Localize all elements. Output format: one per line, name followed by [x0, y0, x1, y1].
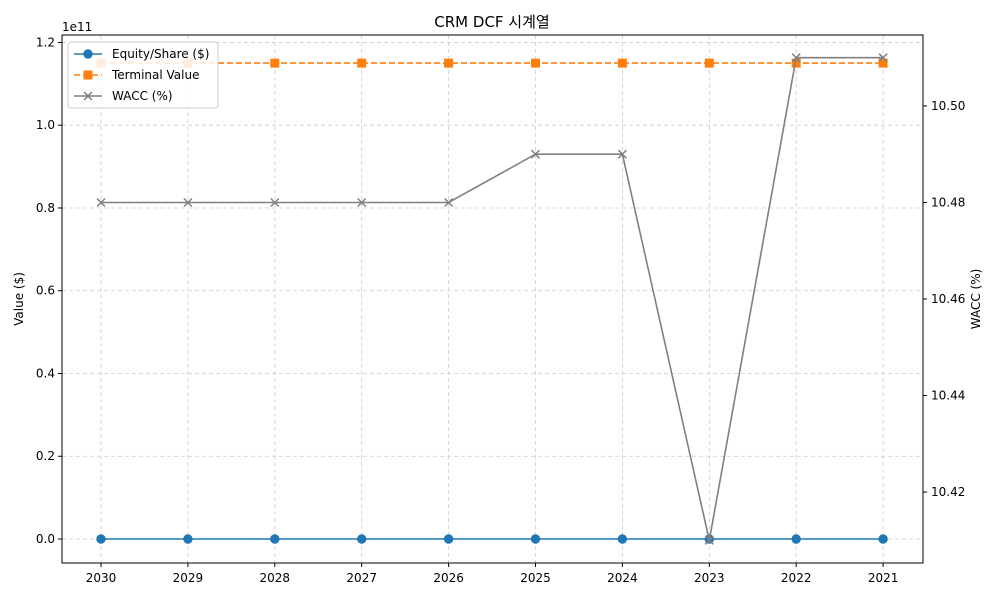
series-equity-share: [96, 534, 888, 544]
x-tick-label: 2028: [260, 571, 291, 585]
data-point-equity-share: [270, 534, 280, 544]
series-layer: [96, 53, 888, 545]
legend-label: WACC (%): [112, 89, 173, 103]
x-marker-stroke: [83, 91, 93, 101]
data-point-terminal-value: [444, 58, 454, 68]
series-terminal-value: [96, 58, 888, 68]
data-point-wacc: [617, 149, 627, 159]
data-point-equity-share: [530, 534, 541, 544]
y2-tick-label: 10.50: [931, 99, 965, 113]
x-marker-stroke: [791, 53, 801, 63]
y-tick-label: 0.6: [36, 284, 55, 298]
data-point-wacc: [96, 197, 106, 208]
y-tick-label: 0.8: [36, 201, 55, 215]
data-point-equity-share: [96, 534, 106, 544]
y-offset-label: 1e11: [62, 20, 92, 34]
x-tick-label: 2021: [868, 571, 899, 585]
y2-axis-title: WACC (%): [969, 269, 983, 330]
x-marker-stroke: [530, 149, 541, 159]
legend-marker: [83, 91, 93, 101]
chart-title: CRM DCF 시계열: [434, 13, 549, 31]
y-tick-label: 1.0: [36, 118, 55, 132]
data-point-terminal-value: [617, 58, 627, 68]
legend: Equity/Share ($) Terminal Value WACC (%): [67, 41, 219, 109]
y2-tick-label: 10.44: [931, 389, 965, 403]
y-axis-right: 10.42 10.44 10.46 10.48 10.50: [923, 99, 965, 499]
y-tick-label: 0.4: [36, 366, 55, 380]
x-marker-stroke: [878, 53, 888, 63]
data-point-terminal-value: [270, 58, 280, 68]
y-tick-label: 0.0: [36, 532, 55, 546]
data-point-equity-share: [791, 534, 801, 544]
data-point-equity-share: [617, 534, 628, 544]
y2-tick-label: 10.48: [931, 195, 965, 209]
data-point-terminal-value: [531, 58, 540, 68]
data-point-terminal-value: [357, 58, 367, 68]
data-point-wacc: [357, 197, 367, 208]
x-marker-stroke: [270, 197, 280, 208]
y-axis-title: Value ($): [12, 272, 26, 326]
x-marker-stroke: [357, 197, 367, 208]
y2-tick-label: 10.46: [931, 292, 965, 306]
data-point-wacc: [704, 535, 714, 545]
data-point-equity-share: [183, 534, 193, 544]
series-wacc: [96, 53, 888, 545]
x-axis: 2030 2029 2028 2027 2026 2025 2024 2023 2022 2021: [86, 563, 899, 585]
data-point-wacc: [270, 197, 280, 208]
x-tick-label: 2030: [86, 571, 117, 585]
x-marker-stroke: [96, 197, 106, 208]
y2-tick-label: 10.42: [931, 485, 965, 499]
y-axis-left: 0.0 0.2 0.4 0.6 0.8 1.0 1.2: [36, 35, 62, 546]
legend-marker: [83, 49, 93, 59]
x-tick-label: 2025: [520, 571, 551, 585]
x-tick-label: 2022: [781, 571, 812, 585]
legend-label: Terminal Value: [111, 68, 199, 82]
x-tick-label: 2027: [346, 571, 377, 585]
x-tick-label: 2023: [694, 571, 725, 585]
data-point-terminal-value: [704, 58, 714, 68]
data-point-wacc: [530, 149, 541, 159]
data-point-wacc: [444, 197, 454, 208]
legend-box: [67, 41, 219, 109]
x-tick-label: 2029: [173, 571, 204, 585]
data-point-wacc: [183, 197, 193, 208]
x-tick-label: 2024: [607, 571, 638, 585]
data-point-wacc: [878, 53, 888, 63]
x-marker-stroke: [183, 197, 193, 208]
data-point-terminal-value: [878, 58, 888, 68]
data-point-equity-share: [357, 534, 367, 544]
x-marker-stroke: [617, 149, 627, 159]
legend-marker: [83, 70, 93, 80]
data-point-equity-share: [878, 534, 888, 544]
series-line-wacc: [101, 56, 884, 541]
y-tick-label: 1.2: [36, 35, 55, 49]
x-marker-stroke: [704, 535, 714, 545]
data-point-equity-share: [443, 534, 454, 544]
legend-label: Equity/Share ($): [112, 47, 209, 61]
x-tick-label: 2026: [433, 571, 464, 585]
y-tick-label: 0.2: [36, 449, 55, 463]
data-point-wacc: [791, 53, 801, 63]
x-marker-stroke: [444, 197, 454, 208]
